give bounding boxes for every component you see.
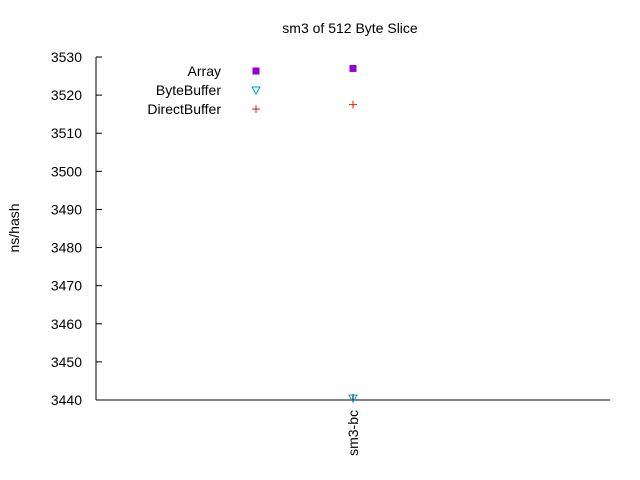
chart-title: sm3 of 512 Byte Slice — [282, 20, 418, 36]
legend-marker-array — [252, 67, 260, 75]
y-tick-label: 3480 — [51, 240, 82, 256]
legend-marker-bytebuffer — [251, 86, 261, 96]
y-tick-label: 3440 — [51, 392, 82, 408]
x-ticks: sm3-bc — [345, 394, 361, 456]
legend-label: Array — [188, 63, 221, 79]
y-tick-label: 3530 — [51, 49, 82, 65]
x-tick-label: sm3-bc — [345, 410, 361, 456]
legend-label: DirectBuffer — [147, 101, 221, 117]
legend: Array ByteBuffer DirectBuffer — [147, 63, 261, 117]
data-point-directbuffer — [349, 100, 357, 109]
y-tick-label: 3490 — [51, 201, 82, 217]
y-ticks: 3440 3450 3460 3470 3480 3490 3500 3510 3520 3530 — [51, 49, 102, 408]
y-tick-label: 3460 — [51, 316, 82, 332]
data-points — [348, 64, 358, 404]
legend-label: ByteBuffer — [156, 82, 221, 98]
y-tick-label: 3500 — [51, 163, 82, 179]
data-point-array — [349, 64, 357, 72]
data-point-bytebuffer — [348, 394, 358, 404]
y-tick-label: 3510 — [51, 125, 82, 141]
y-axis-label: ns/hash — [6, 203, 22, 252]
y-tick-label: 3520 — [51, 87, 82, 103]
y-tick-label: 3470 — [51, 278, 82, 294]
y-tick-label: 3450 — [51, 354, 82, 370]
legend-marker-directbuffer — [252, 105, 260, 113]
